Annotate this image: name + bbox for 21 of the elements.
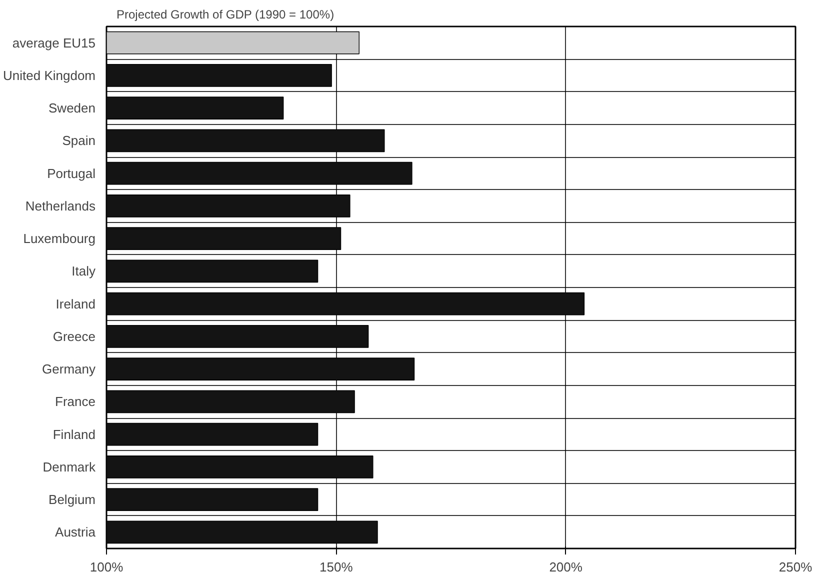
y-tick-label: Finland [52, 426, 96, 442]
y-tick-label: Denmark [42, 459, 96, 474]
y-tick-label: average EU15 [12, 35, 96, 50]
y-tick-label: Sweden [48, 100, 96, 116]
y-tick-label: Germany [42, 362, 96, 377]
y-tick-label: Austria [55, 524, 96, 540]
y-tick-label: Portugal [47, 166, 96, 181]
chart-title: Projected Growth of GDP (1990 = 100%) [116, 8, 334, 22]
x-tick-label: 150% [320, 560, 354, 574]
y-tick-label: Greece [52, 328, 96, 344]
x-tick-label: 250% [778, 560, 813, 574]
x-tick-label: 200% [549, 560, 583, 574]
y-tick-label: United Kingdom [3, 68, 96, 83]
y-tick-label: Spain [62, 133, 96, 148]
y-tick-label: Italy [72, 264, 96, 279]
y-tick-label: Luxembourg [23, 231, 96, 246]
x-tick-label: 100% [90, 560, 124, 574]
y-tick-label: Ireland [56, 296, 96, 312]
y-tick-label: Netherlands [25, 198, 96, 214]
y-tick-label: Belgium [48, 492, 96, 508]
y-tick-label: France [55, 394, 96, 410]
